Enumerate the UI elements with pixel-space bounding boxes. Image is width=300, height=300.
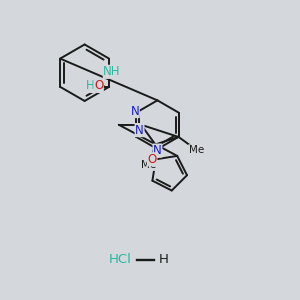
Text: H: H: [86, 80, 95, 92]
Text: NH: NH: [103, 65, 121, 78]
Text: Me: Me: [189, 145, 204, 155]
Text: HCl: HCl: [109, 254, 132, 266]
Text: O: O: [148, 153, 157, 166]
Text: N: N: [135, 124, 144, 136]
Text: Me: Me: [141, 160, 156, 170]
Text: N: N: [153, 144, 162, 157]
Text: H: H: [158, 254, 168, 266]
Text: N: N: [130, 105, 139, 118]
Text: O: O: [94, 80, 103, 92]
